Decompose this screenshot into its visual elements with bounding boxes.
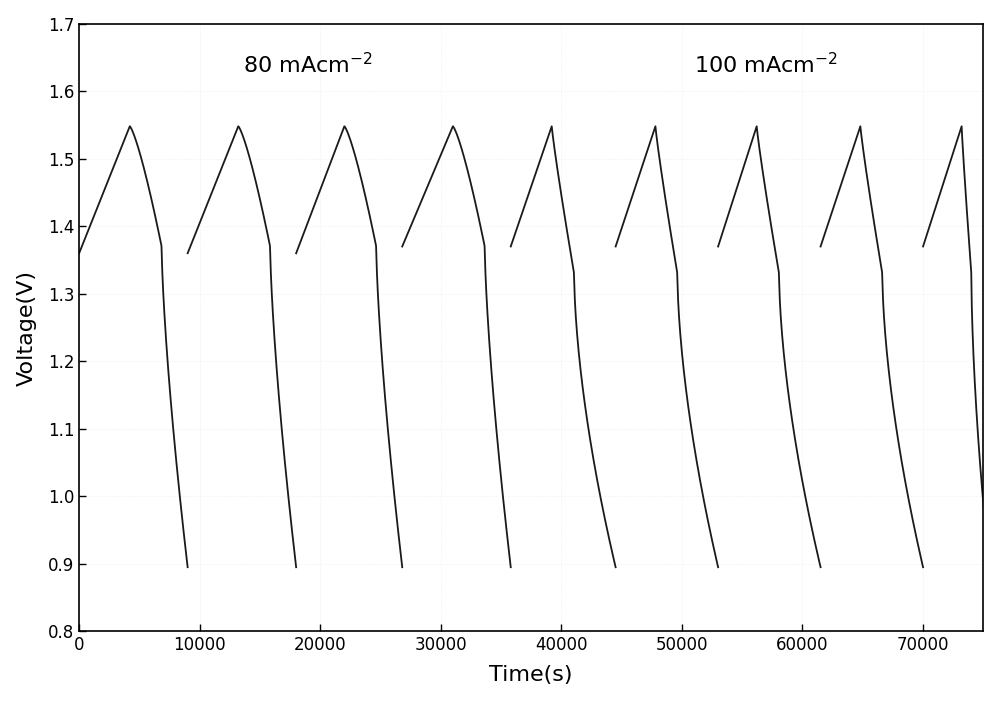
- Y-axis label: Voltage(V): Voltage(V): [17, 270, 37, 385]
- X-axis label: Time(s): Time(s): [489, 665, 573, 685]
- Text: 100 mAcm$^{-2}$: 100 mAcm$^{-2}$: [694, 51, 838, 77]
- Text: 80 mAcm$^{-2}$: 80 mAcm$^{-2}$: [243, 51, 373, 77]
